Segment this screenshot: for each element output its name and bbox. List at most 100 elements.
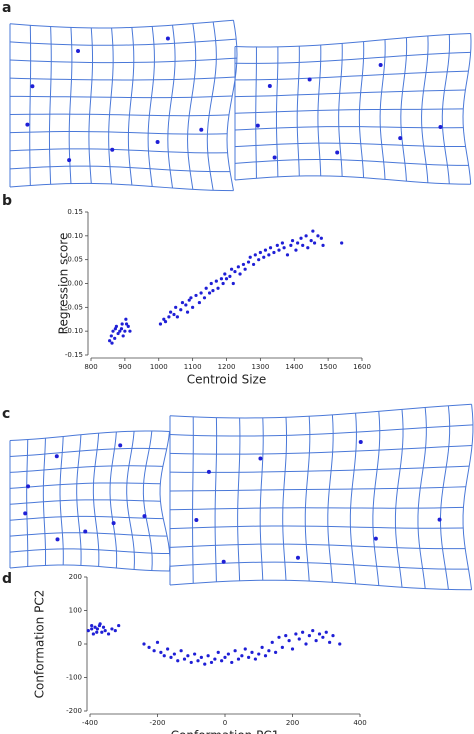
grid-row [169, 424, 474, 437]
grid-row [169, 403, 472, 419]
landmark [206, 469, 211, 474]
grid-row [169, 486, 466, 492]
point [263, 248, 268, 252]
y-tick-label: -100 [66, 674, 82, 682]
x-tick-label: 400 [353, 719, 366, 727]
point [172, 312, 176, 317]
point [290, 239, 295, 243]
x-tick-label: 800 [84, 363, 97, 371]
landmark [272, 155, 277, 160]
landmark [30, 84, 35, 89]
point [111, 329, 115, 333]
grid-row [234, 126, 464, 131]
x-tick-label: 1000 [150, 363, 168, 371]
point [186, 654, 190, 658]
landmark [23, 511, 28, 516]
grid-col [441, 34, 451, 184]
point [236, 657, 241, 661]
point [280, 645, 284, 649]
point [110, 341, 114, 345]
point [230, 660, 234, 665]
grid-row [169, 506, 464, 511]
point [275, 243, 279, 247]
point [287, 639, 291, 643]
x-axis-label: Conformation PC1 [171, 729, 280, 734]
point [163, 320, 168, 324]
point [246, 260, 251, 264]
point [219, 277, 224, 281]
point [228, 274, 232, 278]
point [309, 239, 313, 243]
landmark [358, 439, 363, 444]
point [211, 289, 215, 293]
y-tick-label: 0.10 [67, 232, 83, 240]
point [243, 267, 247, 271]
grid-col [462, 33, 472, 185]
grid-col [440, 405, 451, 590]
x-tick-label: 1200 [218, 363, 236, 371]
point [124, 322, 129, 326]
point [180, 300, 185, 305]
grid-col [59, 436, 64, 566]
point [184, 303, 188, 307]
point [312, 241, 317, 245]
point [91, 632, 95, 636]
point [253, 253, 257, 257]
point [220, 659, 224, 663]
point [142, 642, 146, 646]
grid-row [169, 543, 466, 550]
grid-row [169, 579, 472, 591]
point [284, 634, 288, 638]
point [123, 329, 127, 333]
point [196, 659, 200, 663]
grid-col [400, 37, 408, 182]
grid-col [108, 27, 114, 185]
point [209, 660, 214, 665]
grid-row [9, 532, 168, 537]
point [95, 627, 100, 631]
grid-col [42, 438, 47, 566]
point [147, 645, 151, 649]
grid-col [142, 430, 153, 571]
landmark [55, 537, 60, 542]
point [162, 317, 166, 321]
point [159, 650, 163, 654]
point [169, 310, 173, 314]
landmark [437, 517, 442, 522]
grid-row [9, 465, 163, 473]
y-tick-label: 0.05 [67, 256, 83, 264]
landmark [54, 454, 59, 459]
y-tick-label: 0.15 [67, 208, 83, 216]
point [253, 657, 257, 661]
landmark [83, 529, 88, 534]
point [270, 640, 274, 644]
point [128, 329, 132, 333]
grid-col [167, 25, 176, 189]
grid-col [109, 431, 118, 569]
grid-col [259, 417, 264, 581]
grid-col [379, 39, 386, 180]
point [340, 241, 344, 245]
point [223, 655, 227, 660]
landmark [110, 147, 115, 152]
point [229, 267, 234, 271]
point [250, 650, 254, 654]
point [209, 281, 213, 286]
grid-row [234, 32, 471, 48]
grid-col [421, 35, 429, 183]
point [90, 623, 94, 628]
landmark [67, 158, 72, 163]
x-tick-label: 900 [118, 363, 131, 371]
grid-col [327, 414, 334, 583]
point [248, 255, 252, 259]
grid-col [192, 416, 194, 584]
point [314, 639, 318, 643]
y-axis-label: Conformation PC2 [33, 590, 47, 699]
grid-row [9, 182, 234, 192]
point [199, 655, 203, 660]
landmark [258, 456, 263, 461]
grid-col [338, 43, 343, 177]
grid-row [169, 525, 464, 530]
grid-col [92, 433, 100, 567]
x-tick-label: -200 [150, 719, 166, 727]
